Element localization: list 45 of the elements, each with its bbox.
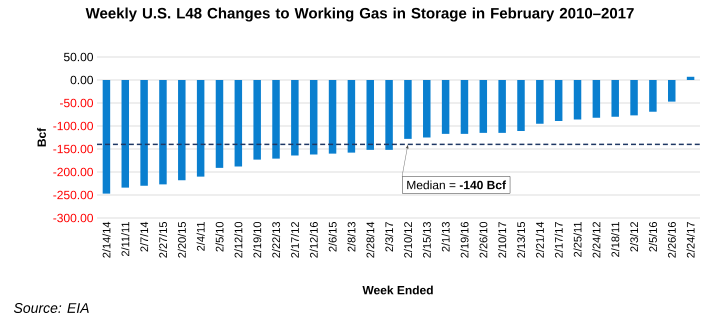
x-tick-label: 2/17/12 [290,222,299,258]
x-tick-label: 2/8/13 [347,222,356,252]
x-tick-label: 2/15/13 [422,222,431,258]
x-tick-label: 2/7/14 [140,222,148,252]
x-tick-label: 2/11/11 [121,222,130,256]
y-tick-label: 50.00 [64,52,94,62]
x-axis-title: Week Ended [362,286,433,294]
x-tick-label: 2/4/11 [196,222,205,251]
y-tick-label: -300.00 [53,214,94,222]
y-axis-title: Bcf [37,128,46,146]
x-tick-label: 2/17/17 [554,222,563,258]
x-tick-label: 2/25/11 [573,222,582,257]
x-tick-label: 2/5/10 [215,222,224,252]
x-tick-label: 2/28/14 [366,222,374,258]
y-tick-label: -200.00 [53,168,94,176]
x-tick-label: 2/19/10 [253,222,262,258]
x-tick-label: 2/24/12 [592,222,600,258]
chart-title: Weekly U.S. L48 Changes to Working Gas in Storage in February 2010–2017 [86,8,634,22]
x-tick-label: 2/19/16 [460,222,468,258]
y-tick-label: -50.00 [60,98,94,108]
x-tick-label: 2/12/10 [234,222,242,258]
x-tick-label: 2/27/15 [158,222,167,258]
x-tick-label: 2/1/13 [442,222,450,252]
x-tick-label: 2/12/16 [310,222,318,258]
x-tick-label: 2/14/14 [102,222,110,258]
y-tick-label: -150.00 [53,144,94,154]
text: Source: EIA [14,303,89,313]
x-tick-label: 2/22/13 [272,222,280,258]
x-tick-label: 2/20/15 [178,222,186,258]
x-tick-label: 2/13/15 [516,222,526,258]
x-tick-label: 2/26/16 [668,222,676,258]
ref-line-label: Median = -140 Bcf [407,180,506,190]
x-tick-label: 2/3/17 [385,222,394,252]
x-tick-label: 2/26/10 [479,222,488,258]
x-tick-label: 2/18/11 [611,222,620,257]
x-tick-label: 2/24/17 [686,222,695,258]
x-tick-label: 2/10/12 [404,222,412,258]
x-tick-label: 2/6/15 [328,222,337,252]
x-tick-label: 2/10/17 [498,222,506,258]
x-tick-label: 2/21/14 [536,222,544,258]
y-tick-label: 0.00 [70,76,94,84]
x-tick-label: 2/5/16 [648,222,657,252]
y-tick-label: -100.00 [53,122,94,130]
x-tick-label: 2/3/12 [630,222,638,252]
y-tick-label: -250.00 [53,190,94,200]
